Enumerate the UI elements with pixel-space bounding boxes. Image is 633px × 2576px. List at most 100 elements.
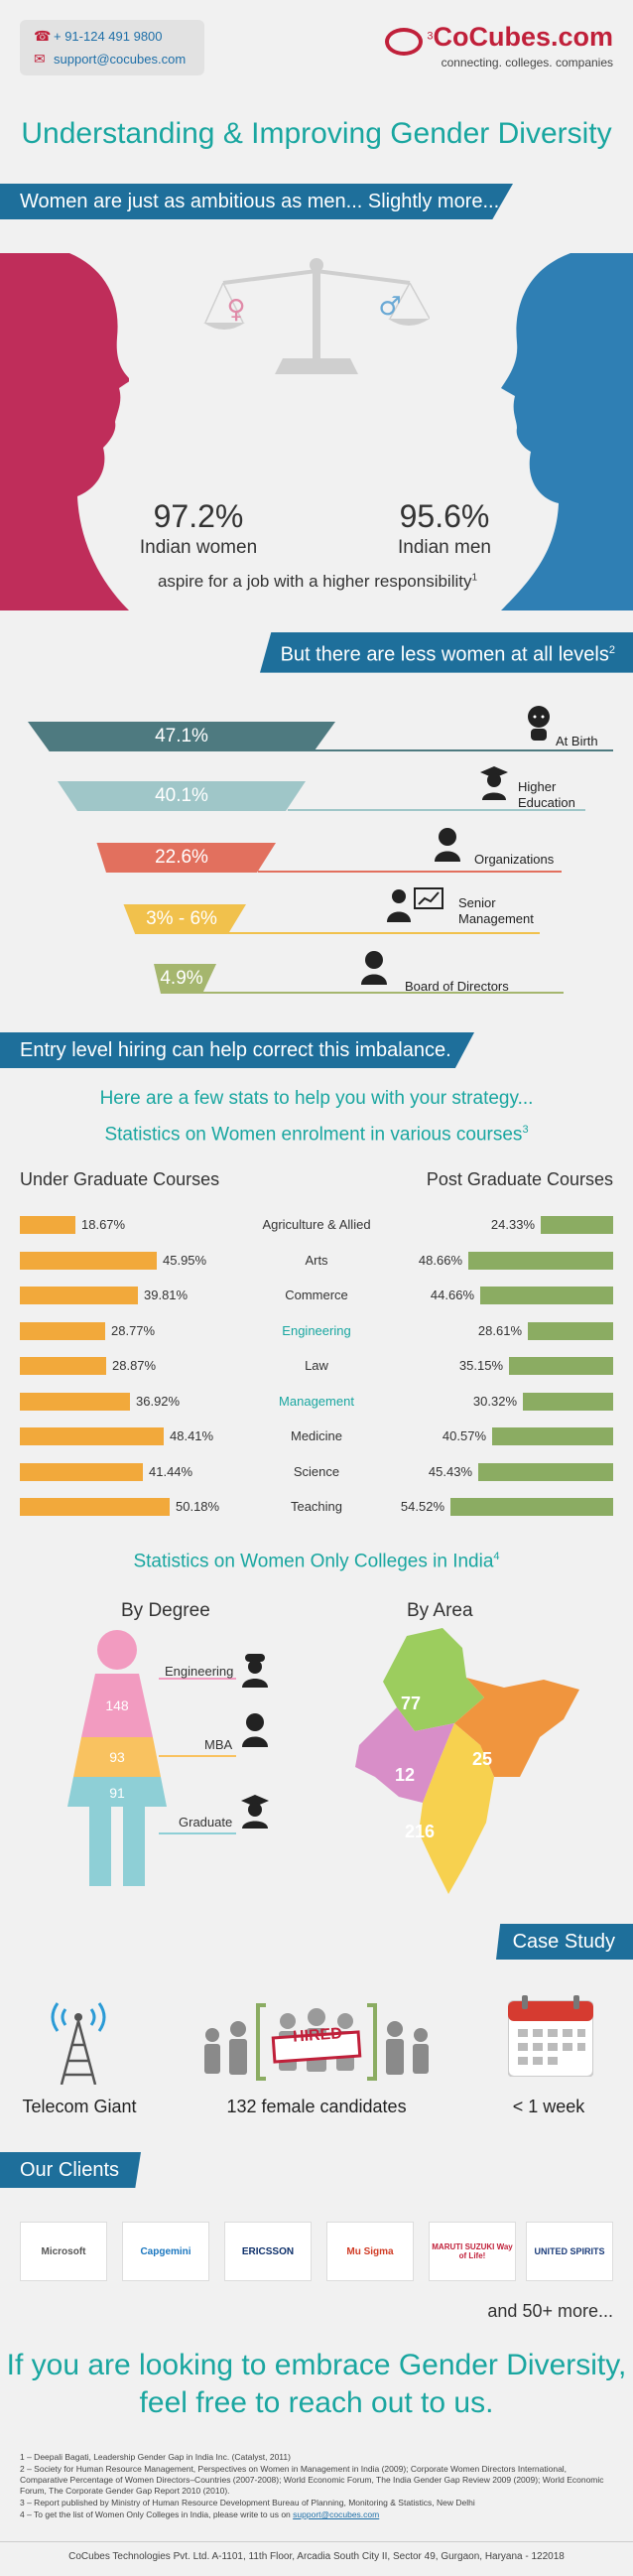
course-label-medicine: Medicine — [290, 1428, 343, 1443]
degree-value-graduate: 91 — [109, 1785, 125, 1801]
banner-our-clients: Our Clients — [0, 2152, 141, 2188]
funnel-label-at-birth: At Birth — [556, 734, 598, 748]
clients-more: and 50+ more... — [487, 2301, 613, 2321]
presenter-icon — [387, 886, 446, 922]
funnel-bar-higher-education: 40.1% — [58, 781, 306, 811]
funnel-value-organizations: 22.6% — [155, 847, 208, 868]
degree-label-engineering: Engineering — [165, 1664, 234, 1679]
banner-case-study: Case Study — [496, 1924, 633, 1960]
degree-label-mba: MBA — [204, 1737, 233, 1752]
men-ambition-pct: 95.6% — [399, 498, 490, 534]
man-silhouette-icon — [501, 253, 633, 610]
pg-heading: Post Graduate Courses — [426, 1169, 613, 1189]
hired-candidates-icon — [204, 2003, 429, 2081]
funnel-bar-senior-management: 3% - 6% — [123, 904, 246, 934]
ug-value-arts: 45.95% — [163, 1252, 207, 1268]
ug-value-science: 41.44% — [149, 1463, 193, 1479]
area-value-south: 216 — [405, 1822, 436, 1841]
ug-bar-engineering — [20, 1321, 105, 1340]
ambition-caption-footnote: 1 — [471, 572, 478, 584]
pg-value-agriculture-allied: 24.33% — [490, 1217, 535, 1232]
calendar-icon — [508, 1995, 593, 2077]
men-ambition-label: Indian men — [397, 537, 491, 558]
degree-line-graduate — [159, 1832, 236, 1834]
engineer-icon — [240, 1652, 270, 1693]
client-logo-maruti-suzuki[interactable]: MARUTI SUZUKI Way of Life! — [429, 2222, 516, 2281]
banner-ambitious: Women are just as ambitious as men... Sl… — [0, 184, 513, 219]
ug-value-medicine: 48.41% — [170, 1428, 214, 1443]
funnel-value-senior-management: 3% - 6% — [146, 908, 217, 929]
enrolment-title-text: Statistics on Women enrolment in various… — [104, 1124, 523, 1146]
svg-text:♂: ♂ — [378, 292, 401, 322]
ug-value-agriculture-allied: 18.67% — [81, 1217, 126, 1232]
envelope-icon: ✉ — [34, 51, 46, 67]
footnote-2: 2 – Society for Human Resource Managemen… — [20, 2464, 604, 2496]
footnote-email-link[interactable]: support@cocubes.com — [293, 2509, 380, 2519]
area-value-west: 12 — [395, 1765, 416, 1785]
logo-superscript: 3 — [427, 30, 434, 43]
colleges-title-footnote: 4 — [493, 1551, 500, 1562]
course-label-law: Law — [305, 1358, 328, 1373]
pg-value-science: 45.43% — [428, 1463, 472, 1479]
funnel-label-senior-management: Senior Management — [458, 895, 534, 926]
banner-less-women-text: But there are less women at all levels — [280, 643, 609, 666]
course-label-management: Management — [279, 1393, 354, 1409]
funnel-label-board: Board of Directors — [405, 979, 509, 994]
pg-bar-medicine — [492, 1427, 613, 1445]
ug-value-teaching: 50.18% — [176, 1499, 220, 1514]
india-region-west — [355, 1707, 454, 1803]
funnel-bar-at-birth: 47.1% — [28, 722, 335, 751]
by-area-heading: By Area — [407, 1600, 473, 1621]
telecom-tower-icon — [51, 2002, 106, 2085]
pg-value-management: 30.32% — [472, 1393, 517, 1409]
degree-line-engineering — [159, 1678, 236, 1680]
pg-bar-commerce — [480, 1287, 613, 1304]
funnel-value-at-birth: 47.1% — [155, 726, 208, 746]
businesswoman-icon — [433, 826, 462, 862]
course-label-commerce: Commerce — [285, 1288, 348, 1302]
banner-less-women-footnote: 2 — [608, 644, 615, 656]
funnel-bar-organizations: 22.6% — [96, 843, 276, 873]
by-degree-heading: By Degree — [121, 1600, 210, 1621]
client-logo-mu-sigma[interactable]: Mu Sigma — [326, 2222, 414, 2281]
course-label-engineering: Engineering — [282, 1322, 351, 1338]
client-logo-capgemini[interactable]: Capgemini — [122, 2222, 209, 2281]
email-contact[interactable]: ✉ support@cocubes.com — [34, 51, 186, 68]
funnel-bar-board: 4.9% — [154, 964, 216, 994]
phone-contact[interactable]: ☎ + 91-124 491 9800 — [34, 28, 163, 45]
enrolment-title-footnote: 3 — [522, 1124, 529, 1136]
case-duration-label: < 1 week — [512, 2097, 585, 2116]
pg-bar-arts — [468, 1251, 613, 1270]
client-logo-united-spirits[interactable]: UNITED SPIRITS — [526, 2222, 613, 2281]
funnel-value-higher-education: 40.1% — [155, 785, 208, 806]
course-label-arts: Arts — [305, 1252, 328, 1268]
degree-value-mba: 93 — [109, 1749, 125, 1765]
footnote-1: 1 – Deepali Bagati, Leadership Gender Ga… — [20, 2452, 291, 2462]
ug-value-management: 36.92% — [136, 1393, 181, 1409]
area-value-east: 25 — [472, 1749, 493, 1769]
footnote-4: 4 – To get the list of Women Only Colleg… — [20, 2509, 615, 2520]
india-map — [355, 1628, 579, 1894]
footnote-4-text: 4 – To get the list of Women Only Colleg… — [20, 2509, 291, 2519]
women-ambition-label: Indian women — [139, 537, 258, 558]
phone-number: + 91-124 491 9800 — [54, 29, 163, 44]
client-logo-ericsson[interactable]: ERICSSON — [224, 2222, 312, 2281]
woman-silhouette-icon — [0, 253, 129, 610]
ug-value-law: 28.87% — [112, 1358, 157, 1373]
woman-degree-figure — [67, 1630, 167, 1886]
client-logo-microsoft[interactable]: Microsoft — [20, 2222, 107, 2281]
pg-bar-teaching — [450, 1498, 613, 1516]
course-label-agriculture-allied: Agriculture & Allied — [262, 1217, 371, 1232]
cocubes-logo[interactable]: 3CoCubes.com connecting. colleges. compa… — [385, 22, 613, 69]
ug-value-engineering: 28.77% — [111, 1322, 156, 1338]
banner-entry-level: Entry level hiring can help correct this… — [0, 1032, 474, 1068]
funnel-label-organizations: Organizations — [474, 852, 555, 867]
email-address: support@cocubes.com — [54, 52, 187, 67]
funnel-line-board — [198, 992, 564, 994]
ug-value-commerce: 39.81% — [144, 1288, 189, 1302]
pg-bar-science — [478, 1462, 613, 1481]
ambition-caption-text: aspire for a job with a higher responsib… — [157, 572, 472, 591]
logo-tagline: connecting. colleges. companies — [441, 55, 613, 69]
course-label-science: Science — [293, 1463, 340, 1479]
area-value-north: 77 — [401, 1694, 422, 1713]
